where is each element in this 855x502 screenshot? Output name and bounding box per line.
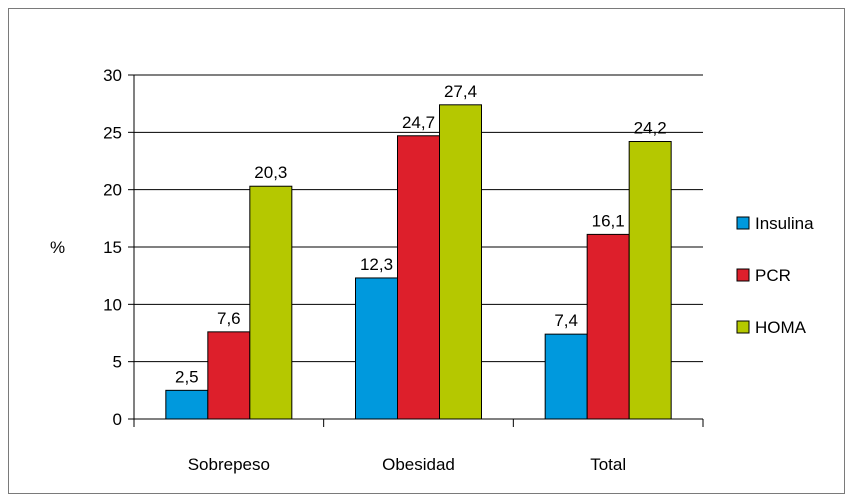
data-label: 24,7 [402,113,435,132]
legend-swatch-pcr [736,268,750,282]
legend-label-homa: HOMA [755,318,807,337]
data-label: 12,3 [360,255,393,274]
bar-insulina-total [544,333,588,420]
legend-label-pcr: PCR [755,266,791,285]
legend-swatch-homa [736,320,750,334]
data-label: 2,5 [175,367,199,386]
legend-swatch-insulina [736,216,750,230]
axes: 0 5 10 15 20 25 30 Sobrepeso Obesidad Total [103,66,704,474]
y-tick-label: 25 [103,123,122,142]
x-category-label: Sobrepeso [188,455,270,474]
y-tick-label: 0 [113,410,122,429]
bar-insulina-obesidad [355,277,398,420]
y-tick-label: 30 [103,66,122,85]
data-label: 7,6 [217,309,241,328]
bar-homa-sobrepeso [249,185,293,420]
data-label: 20,3 [254,163,287,182]
bars [165,104,672,420]
bar-homa-total [628,141,672,420]
bar-homa-obesidad [439,104,482,420]
y-tick-label: 5 [113,353,122,372]
data-label: 27,4 [444,82,477,101]
y-axis-label: % [50,238,65,257]
legend-label-insulina: Insulina [755,214,814,233]
data-label: 24,2 [634,119,667,138]
bar-insulina-sobrepeso [165,389,209,420]
legend: Insulina PCR HOMA [736,214,814,337]
bar-pcr-sobrepeso [207,331,251,420]
bar-pcr-total [586,233,630,420]
y-tick-label: 10 [103,295,122,314]
data-labels: 2,5 7,6 20,3 12,3 24,7 27,4 7,4 16,1 24,2 [175,82,667,387]
data-label: 16,1 [592,211,625,230]
x-category-label: Obesidad [382,455,455,474]
y-tick-label: 20 [103,181,122,200]
x-category-label: Total [590,455,626,474]
data-label: 7,4 [554,311,578,330]
bar-pcr-obesidad [397,135,440,420]
y-tick-label: 15 [103,238,122,257]
